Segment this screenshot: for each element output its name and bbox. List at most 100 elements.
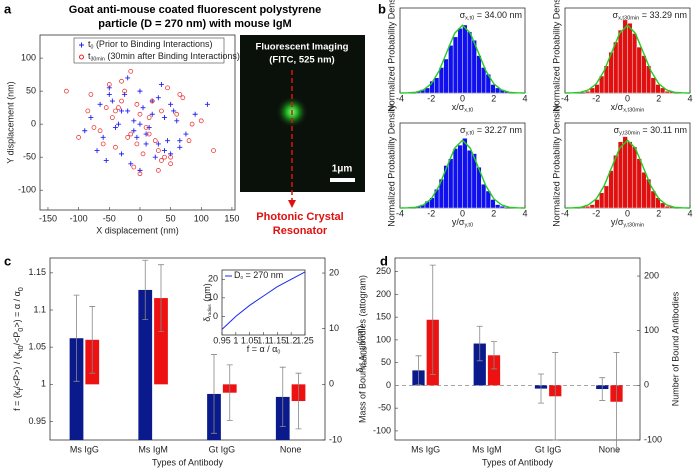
data-point	[110, 115, 115, 120]
data-point	[168, 161, 173, 167]
sigma-annotation-part: y,t0	[466, 131, 475, 137]
sigma-annotation-part: y,t30min	[619, 131, 640, 137]
y-tick-label: 0.95	[28, 416, 46, 426]
histogram-bar	[448, 158, 454, 209]
x-tick-label: 0.95	[213, 335, 231, 345]
y-tick-label: 200	[644, 270, 659, 280]
x-tick-label: Gt IgG	[209, 444, 236, 454]
fit-curve	[399, 24, 526, 94]
histogram-bar	[466, 149, 473, 209]
histogram-bar	[499, 206, 505, 209]
panel-label: d	[380, 253, 388, 268]
y-tick-label: 0	[386, 380, 391, 390]
y-axis-label-part: f = (k	[12, 390, 22, 411]
data-point	[162, 154, 167, 160]
x-tick-label: 4	[687, 208, 692, 218]
data-point	[158, 82, 164, 88]
x-tick-label: -50	[103, 213, 116, 223]
data-point	[106, 91, 112, 97]
y-axis-label: Normalized Probability Density	[551, 0, 561, 112]
x-tick-label: 4	[522, 93, 527, 103]
y-tick-label: 10	[329, 323, 339, 333]
y-axis-label-part: t0	[16, 345, 25, 351]
data-point	[171, 108, 177, 114]
data-point	[82, 128, 88, 134]
x-tick-label: 50	[166, 213, 176, 223]
legend-label: t30min (30min after Binding Interactions…	[88, 51, 240, 62]
x-axis-label: x/σx,t0	[452, 102, 474, 114]
resonator-label: Photonic Crystal	[256, 211, 343, 223]
histogram-bar	[585, 91, 591, 94]
data-point	[146, 124, 152, 130]
data-point	[88, 92, 94, 97]
y-axis-label-part: /<P>) / (k	[12, 351, 22, 389]
x-tick-label: -100	[70, 213, 88, 223]
x-tick-label: None	[280, 444, 302, 454]
x-axis-label-part: x/σ	[611, 102, 624, 112]
data-point	[192, 111, 198, 117]
data-point	[76, 135, 81, 140]
data-point	[140, 151, 146, 157]
histogram-bar	[622, 136, 628, 209]
error-bar	[279, 366, 286, 428]
y2-axis-label: δradius (nm)	[355, 326, 368, 373]
data-point	[177, 138, 183, 144]
data-point	[122, 91, 128, 97]
bar	[138, 289, 153, 440]
sigma-annotation: σx,t30min = 33.29 nm	[613, 10, 688, 22]
data-point	[137, 121, 143, 127]
histogram-bar	[599, 192, 605, 209]
data-point	[100, 141, 106, 147]
histogram-bar	[448, 45, 454, 94]
y-axis-label-part: /<P	[12, 332, 22, 346]
fit-curve	[564, 24, 691, 94]
fit-curve	[399, 139, 526, 209]
x-axis-label: x/σx,t30min	[611, 102, 645, 114]
error-bar	[415, 355, 422, 386]
histogram-bar	[622, 19, 628, 94]
bar	[154, 298, 168, 385]
y2-axis-label-part: δ	[355, 367, 365, 372]
panel-label: a	[4, 1, 12, 16]
data-point	[155, 148, 161, 153]
x-tick-label: -2	[427, 93, 435, 103]
panel-title: particle (D = 270 nm) with mouse IgM	[98, 18, 291, 30]
data-point	[116, 105, 121, 110]
legend-label-part: (Prior to Binding Interactions)	[93, 39, 212, 49]
x-tick-label: 4	[522, 208, 527, 218]
legend-label-part: 30min	[91, 57, 105, 63]
y-tick-label: 1.05	[28, 342, 46, 352]
data-point	[168, 151, 174, 157]
histogram-bar	[613, 41, 619, 94]
x-tick-label: 2	[491, 93, 496, 103]
histogram-bar	[664, 91, 670, 94]
legend-symbol	[79, 42, 84, 48]
y-tick-label: 50	[381, 357, 391, 367]
data-point	[85, 108, 91, 114]
x-tick-label: 100	[194, 213, 209, 223]
histogram-bar	[641, 55, 647, 94]
data-point	[88, 115, 94, 121]
data-point	[155, 168, 161, 173]
x-axis-label-part: y,t0	[464, 223, 473, 229]
sigma-annotation: σx,t0 = 34.00 nm	[460, 10, 522, 22]
y-tick-label: 150	[376, 312, 391, 322]
data-point	[134, 101, 140, 107]
data-point	[112, 124, 118, 130]
data-point	[125, 108, 131, 114]
x-axis-label: y/σy,t30min	[611, 217, 644, 229]
x-tick-label: -2	[592, 208, 600, 218]
data-point	[109, 98, 115, 104]
histogram-bar	[481, 183, 487, 209]
data-point	[143, 131, 149, 137]
data-point	[128, 161, 134, 167]
legend-label-part: t	[88, 51, 91, 61]
histogram-bar	[434, 77, 440, 94]
data-point	[100, 134, 106, 140]
x-axis-label-part: y,t30min	[623, 223, 644, 229]
error-bar	[599, 377, 606, 401]
y-axis-label-part: 0	[16, 287, 25, 291]
x-tick-label: 0	[137, 213, 142, 223]
x-tick-label: 1.05	[241, 335, 259, 345]
legend-symbol	[79, 54, 84, 60]
